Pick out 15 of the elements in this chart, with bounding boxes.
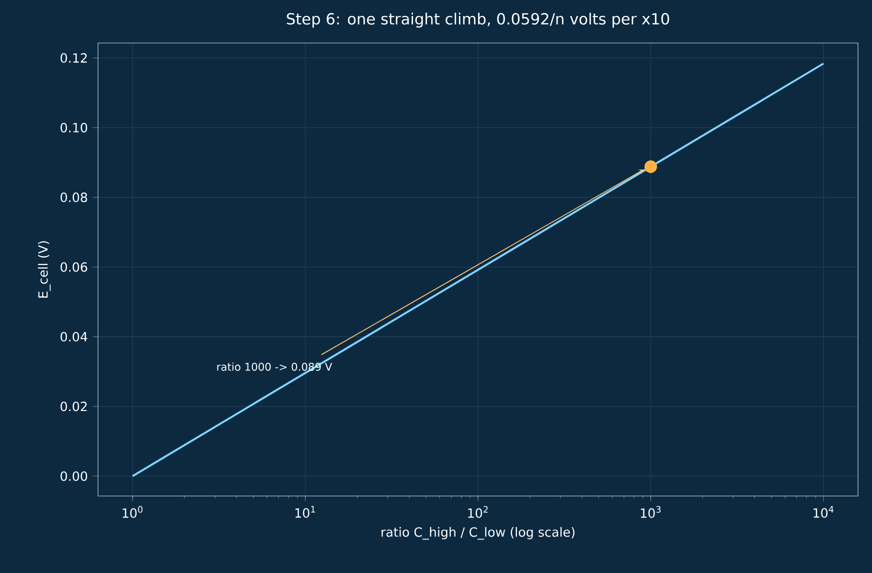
y-tick-label: 0.04 <box>60 332 88 342</box>
x-tick-label: 10$^{1}$ <box>295 506 316 518</box>
x-tick-label: 10$^{2}$ <box>468 506 488 518</box>
y-tick-label: 0.10 <box>60 122 88 132</box>
chart-title: Step 6: one straight climb, 0.0592/n volts per x10 <box>286 12 670 28</box>
y-tick-label: 0.02 <box>60 402 87 412</box>
x-tick-label: 10$^{4}$ <box>814 506 834 518</box>
y-tick-label: 0.00 <box>60 471 88 481</box>
y-tick-label: 0.12 <box>60 53 87 63</box>
y-tick-label: 0.08 <box>60 192 88 202</box>
y-tick-label: 0.06 <box>60 262 88 272</box>
y-axis-title: E_cell (V) <box>38 241 51 298</box>
x-tick-label: 10$^{3}$ <box>640 506 661 518</box>
x-tick-label: 10$^{0}$ <box>122 506 143 518</box>
x-axis-title: ratio C_high / C_low (log scale) <box>382 527 574 540</box>
